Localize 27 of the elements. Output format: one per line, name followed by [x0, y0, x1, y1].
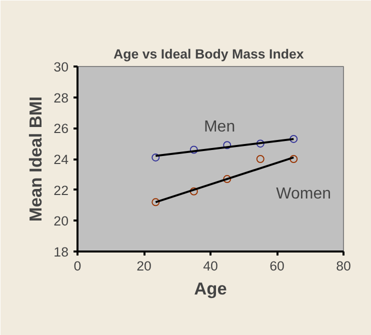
x-tick-label: 40 — [203, 258, 218, 274]
y-tick-label: 28 — [54, 90, 69, 106]
x-tick-label: 80 — [336, 258, 351, 274]
point — [256, 140, 264, 148]
point — [256, 155, 264, 163]
annotation: Women — [276, 186, 332, 203]
point — [223, 175, 232, 184]
y-tick-label: 30 — [54, 60, 69, 74]
point — [152, 198, 160, 206]
point — [290, 134, 298, 143]
point — [152, 153, 160, 162]
chart-title: Age vs Ideal Body Mass Index — [113, 46, 304, 62]
y-tick-label: 26 — [54, 121, 69, 136]
point — [223, 141, 232, 150]
y-tick-label: 20 — [54, 214, 69, 229]
point — [290, 155, 298, 163]
x-tick-label: 0 — [74, 258, 82, 274]
x-tick-label: 20 — [136, 258, 152, 274]
y-tick-label: 22 — [54, 182, 69, 198]
y-tick-label: 18 — [54, 244, 69, 260]
x-axis-title: Age — [194, 278, 228, 298]
x-tick-label: 60 — [270, 258, 284, 274]
annotation: Men — [204, 118, 236, 136]
point — [190, 146, 198, 154]
y-tick-label: 24 — [54, 152, 70, 167]
y-axis-title: Mean Ideal BMI — [26, 96, 46, 222]
point — [190, 187, 198, 196]
